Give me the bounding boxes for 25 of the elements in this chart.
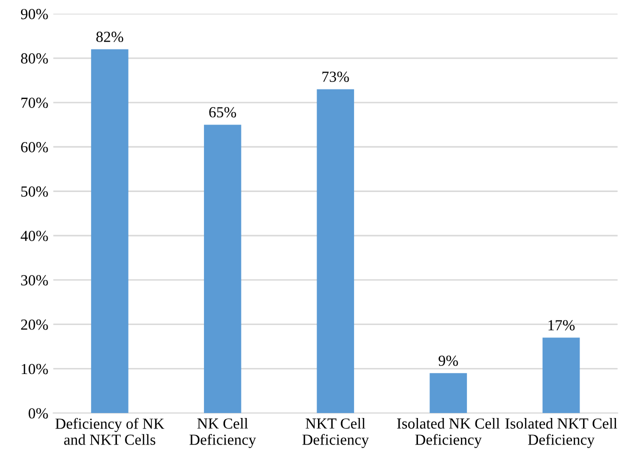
- x-tick-label: NKT Cell Deficiency: [302, 418, 369, 448]
- x-tick-label: NK Cell Deficiency: [190, 418, 256, 448]
- y-tick-label: 90%: [20, 8, 48, 20]
- y-tick-label: 20%: [21, 320, 48, 330]
- y-tick-label: 40%: [20, 230, 48, 242]
- data-label: 73%: [322, 72, 349, 82]
- bar: [316, 89, 354, 414]
- y-tick-label: 80%: [21, 53, 48, 64]
- y-tick-label: 60%: [21, 142, 48, 152]
- x-tick-label: Isolated NK Cell Deficiency: [397, 418, 500, 448]
- bar: [430, 373, 467, 414]
- data-label: 17%: [548, 320, 575, 330]
- bar: [91, 49, 128, 414]
- data-label: 65%: [209, 107, 236, 118]
- data-label: 9%: [438, 356, 458, 366]
- y-tick-label: 10%: [22, 364, 48, 374]
- y-tick-label: 0%: [28, 408, 48, 419]
- y-tick-label: 50%: [21, 186, 48, 197]
- data-label: 82%: [96, 32, 124, 42]
- x-tick-label: Deficiency of NK and NKT Cells: [55, 418, 164, 445]
- y-tick-label: 70%: [21, 98, 48, 108]
- bar: [542, 338, 580, 414]
- y-tick-label: 30%: [21, 275, 48, 286]
- bar: [204, 124, 242, 414]
- x-tick-label: Isolated NKT Cell Deficiency: [505, 418, 618, 448]
